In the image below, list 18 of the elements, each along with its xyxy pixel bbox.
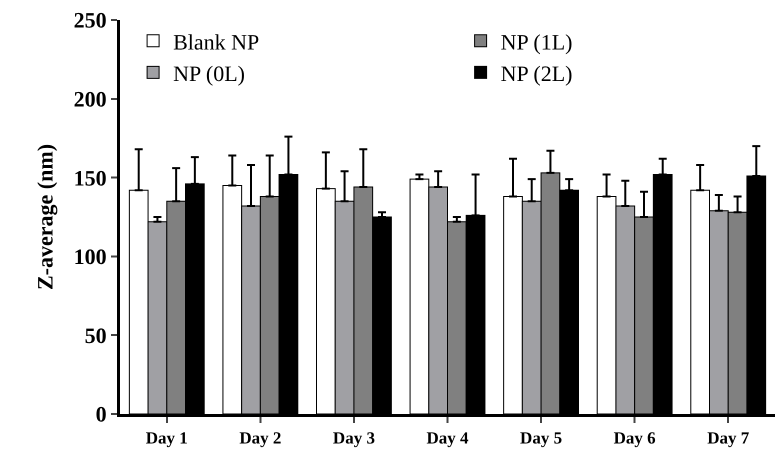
legend-label: Blank NP	[173, 29, 260, 54]
y-tick-label: 50	[84, 322, 107, 348]
y-tick-label: 150	[74, 165, 107, 190]
y-tick-label: 250	[74, 8, 107, 33]
legend-label: NP (2L)	[500, 60, 573, 86]
y-tick-label: 0	[96, 402, 107, 427]
legend-label: NP (0L)	[173, 60, 246, 86]
y-tick-label: 200	[74, 86, 107, 112]
x-tick-label: Day 5	[520, 428, 562, 448]
x-tick-label: Day 1	[146, 428, 188, 448]
y-axis-title: Z-average (nm)	[32, 144, 58, 290]
y-tick-label: 100	[74, 244, 107, 270]
x-tick-label: Day 6	[614, 428, 656, 448]
x-tick-label: Day 7	[707, 428, 750, 448]
x-tick-label: Day 3	[332, 428, 375, 448]
x-tick-label: Day 2	[239, 428, 282, 448]
x-tick-label: Day 4	[426, 428, 470, 448]
legend-label: NP (1L)	[500, 29, 573, 54]
